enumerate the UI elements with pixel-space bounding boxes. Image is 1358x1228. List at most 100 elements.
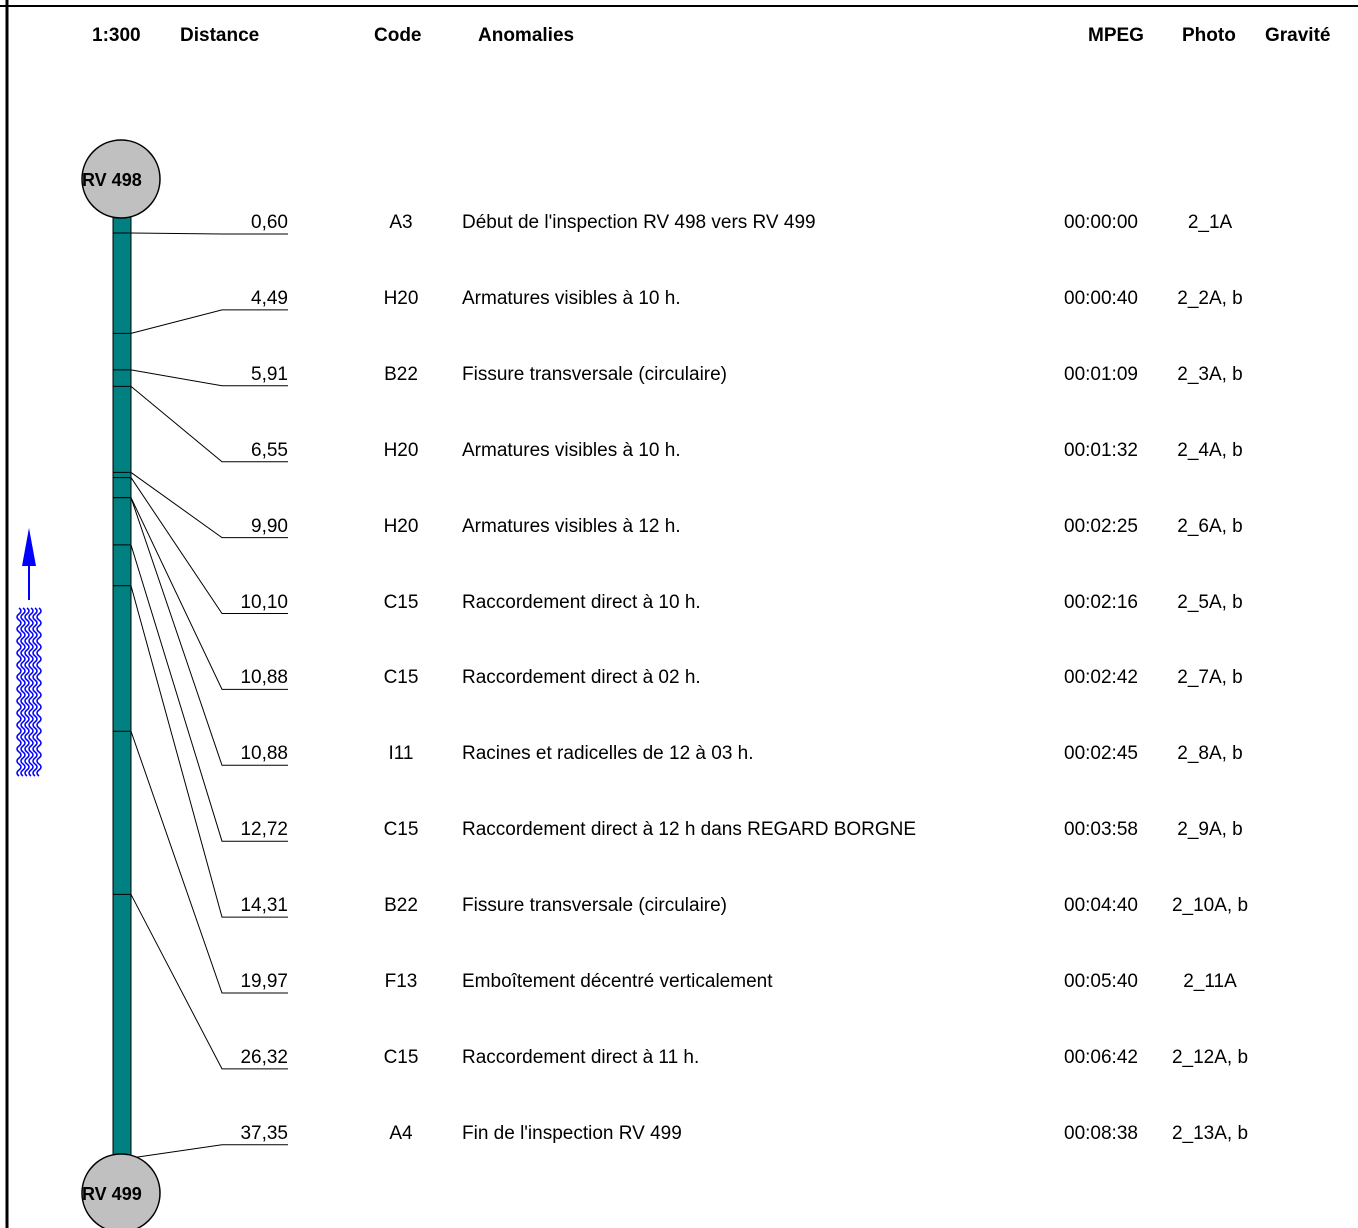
row-mpeg: 00:02:42 bbox=[1064, 667, 1138, 689]
row-anomaly: Fissure transversale (circulaire) bbox=[462, 363, 728, 385]
row-distance: 5,91 bbox=[251, 363, 288, 385]
row-photo: 2_4A, b bbox=[1177, 439, 1243, 461]
leader-line bbox=[130, 1144, 288, 1159]
row-photo: 2_9A, b bbox=[1177, 819, 1243, 841]
row-distance: 9,90 bbox=[251, 515, 288, 537]
row-mpeg: 00:02:45 bbox=[1064, 743, 1138, 765]
leader-line bbox=[130, 894, 288, 1070]
row-anomaly: Fin de l'inspection RV 499 bbox=[462, 1122, 682, 1144]
row-code: H20 bbox=[383, 439, 419, 461]
flow-wave bbox=[28, 607, 34, 777]
row-code: H20 bbox=[383, 515, 419, 537]
row-photo: 2_1A bbox=[1187, 212, 1233, 233]
row-code: A3 bbox=[389, 212, 413, 233]
row-anomaly: Fissure transversale (circulaire) bbox=[462, 895, 728, 917]
row-distance: 19,97 bbox=[240, 971, 288, 992]
leader-line bbox=[130, 497, 288, 690]
row-mpeg: 00:05:40 bbox=[1064, 971, 1138, 992]
row-code: C15 bbox=[383, 1046, 419, 1068]
row-code: F13 bbox=[384, 971, 418, 992]
flow-wave bbox=[32, 607, 38, 777]
flow-wave bbox=[20, 607, 26, 777]
manhole-end bbox=[81, 1153, 161, 1228]
flow-wave bbox=[16, 607, 22, 777]
row-distance: 10,88 bbox=[240, 667, 288, 689]
flow-direction-icon bbox=[16, 528, 42, 777]
row-anomaly: Armatures visibles à 10 h. bbox=[462, 287, 681, 309]
row-anomaly: Armatures visibles à 10 h. bbox=[462, 439, 681, 461]
leader-lines bbox=[130, 232, 288, 1159]
row-code: B22 bbox=[384, 895, 418, 917]
row-distance: 12,72 bbox=[240, 819, 288, 841]
start-node-label: RV 498 bbox=[82, 170, 142, 190]
header-gravite: Gravité bbox=[1265, 25, 1331, 46]
row-photo: 2_12A, b bbox=[1171, 1046, 1249, 1068]
leader-line bbox=[130, 385, 288, 463]
row-photo: 2_6A, b bbox=[1177, 515, 1243, 537]
header-anomalies: Anomalies bbox=[478, 25, 575, 46]
row-anomaly: Racines et radicelles de 12 à 03 h. bbox=[462, 743, 754, 765]
leader-line bbox=[130, 369, 288, 387]
row-distance: 10,10 bbox=[240, 591, 288, 613]
row-code: C15 bbox=[383, 667, 419, 689]
row-photo: 2_8A, b bbox=[1177, 743, 1243, 765]
row-photo: 2_2A, b bbox=[1177, 287, 1243, 309]
row-code: I11 bbox=[388, 743, 414, 765]
row-photo: 2_11A bbox=[1183, 971, 1237, 992]
row-mpeg: 00:02:16 bbox=[1064, 591, 1138, 613]
leader-line bbox=[130, 472, 288, 539]
row-code: B22 bbox=[384, 363, 418, 385]
leader-line bbox=[130, 497, 288, 766]
flow-wave bbox=[36, 607, 42, 777]
row-photo: 2_13A, b bbox=[1171, 1122, 1249, 1144]
leader-line bbox=[130, 544, 288, 842]
row-code: C15 bbox=[383, 819, 419, 841]
header-code: Code bbox=[374, 25, 422, 46]
row-mpeg: 00:04:40 bbox=[1064, 895, 1138, 917]
leader-line bbox=[130, 309, 288, 334]
row-mpeg: 00:01:32 bbox=[1064, 439, 1138, 461]
leader-line bbox=[130, 585, 288, 918]
row-distance: 37,35 bbox=[240, 1122, 288, 1144]
row-code: C15 bbox=[383, 591, 419, 613]
row-anomaly: Début de l'inspection RV 498 vers RV 499 bbox=[462, 212, 816, 233]
row-mpeg: 00:00:00 bbox=[1064, 212, 1138, 233]
row-mpeg: 00:02:25 bbox=[1064, 515, 1138, 537]
row-distance: 4,49 bbox=[251, 287, 288, 309]
row-mpeg: 00:01:09 bbox=[1064, 363, 1138, 385]
leader-line bbox=[130, 477, 288, 614]
row-distance: 26,32 bbox=[240, 1046, 288, 1068]
row-mpeg: 00:06:42 bbox=[1064, 1046, 1138, 1068]
row-mpeg: 00:00:40 bbox=[1064, 287, 1138, 309]
end-node-label: RV 499 bbox=[82, 1184, 142, 1204]
row-distance: 6,55 bbox=[251, 439, 288, 461]
pipe-segment bbox=[112, 199, 132, 1171]
row-photo: 2_7A, b bbox=[1177, 667, 1243, 689]
row-anomaly: Raccordement direct à 02 h. bbox=[462, 667, 701, 689]
row-anomaly: Raccordement direct à 12 h dans REGARD B… bbox=[462, 819, 917, 841]
header-photo: Photo bbox=[1182, 25, 1236, 46]
row-mpeg: 00:03:58 bbox=[1064, 819, 1138, 841]
flow-wave bbox=[24, 607, 30, 777]
row-distance: 10,88 bbox=[240, 743, 288, 765]
leader-line bbox=[130, 731, 288, 994]
row-anomaly: Armatures visibles à 12 h. bbox=[462, 515, 681, 537]
row-anomaly: Raccordement direct à 10 h. bbox=[462, 591, 701, 613]
row-anomaly: Raccordement direct à 11 h. bbox=[462, 1046, 700, 1068]
header-mpeg: MPEG bbox=[1088, 25, 1144, 46]
row-code: A4 bbox=[389, 1122, 413, 1144]
row-anomaly: Emboîtement décentré verticalement bbox=[462, 971, 773, 992]
row-code: H20 bbox=[383, 287, 419, 309]
header-distance: Distance bbox=[180, 25, 260, 46]
row-photo: 2_3A, b bbox=[1177, 363, 1243, 385]
row-distance: 0,60 bbox=[251, 212, 288, 233]
row-mpeg: 00:08:38 bbox=[1064, 1122, 1138, 1144]
row-photo: 2_5A, b bbox=[1177, 591, 1243, 613]
row-distance: 14,31 bbox=[240, 895, 288, 917]
leader-line bbox=[130, 232, 288, 235]
manhole-start bbox=[81, 139, 161, 219]
row-photo: 2_10A, b bbox=[1171, 895, 1249, 917]
